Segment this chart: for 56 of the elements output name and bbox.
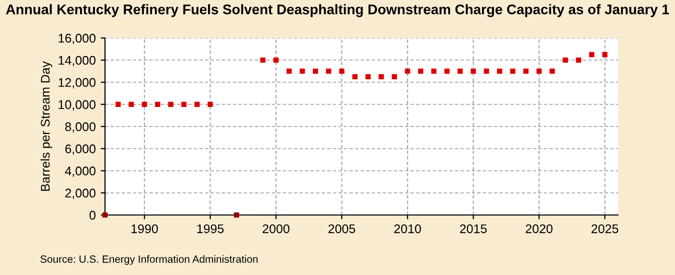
point	[536, 68, 542, 74]
chart-title: Annual Kentucky Refinery Fuels Solvent Deasphalting Downstream Charge Capacity as of January 1	[6, 4, 670, 18]
point	[260, 58, 266, 63]
point	[208, 102, 213, 107]
y-tick-label: 2,000	[65, 188, 96, 200]
point	[484, 68, 490, 74]
x-tick-label: 2005	[328, 224, 356, 234]
point	[418, 68, 424, 74]
point	[142, 102, 148, 107]
point	[155, 102, 160, 107]
point	[273, 58, 279, 63]
point	[497, 68, 502, 74]
point	[128, 102, 134, 107]
point	[602, 52, 608, 58]
point	[431, 68, 436, 74]
point	[523, 68, 529, 74]
x-tick-label: 1995	[197, 224, 224, 234]
y-tick-label: 12,000	[58, 78, 96, 88]
x-tick-label: 2010	[394, 224, 421, 234]
point	[589, 52, 594, 58]
point	[168, 102, 174, 107]
y-axis-title: Barrels per Stream Day	[40, 61, 52, 191]
x-tick-label: 2000	[262, 224, 290, 234]
source-note: Source: U.S. Energy Information Administration	[40, 255, 258, 265]
x-tick-label: 1990	[132, 224, 158, 234]
point	[576, 58, 582, 63]
point	[181, 102, 187, 107]
point	[550, 68, 555, 74]
y-tick-label: 6,000	[65, 144, 96, 155]
x-tick-label: 2020	[526, 224, 552, 234]
y-tick-label: 14,000	[58, 56, 96, 66]
point	[365, 74, 371, 80]
point	[444, 68, 450, 74]
point	[352, 74, 358, 80]
y-tick-label: 4,000	[64, 166, 96, 177]
y-tick-label: 10,000	[58, 100, 96, 111]
y-tick-label: 16,000	[58, 34, 96, 44]
x-tick-label: 2015	[460, 224, 487, 234]
point	[339, 68, 344, 74]
point	[458, 68, 463, 74]
point	[116, 102, 121, 107]
point	[378, 74, 384, 80]
y-tick-label: 0	[90, 210, 96, 220]
x-tick-label: 2025	[592, 224, 618, 234]
point	[392, 74, 397, 80]
y-tick-label: 8,000	[65, 122, 96, 133]
point	[326, 68, 332, 74]
point	[404, 68, 410, 74]
point	[194, 102, 200, 107]
point	[562, 58, 568, 63]
point	[300, 68, 305, 74]
point	[234, 212, 240, 218]
point	[510, 68, 516, 74]
point	[470, 68, 476, 74]
point	[286, 68, 292, 74]
point	[312, 68, 318, 74]
